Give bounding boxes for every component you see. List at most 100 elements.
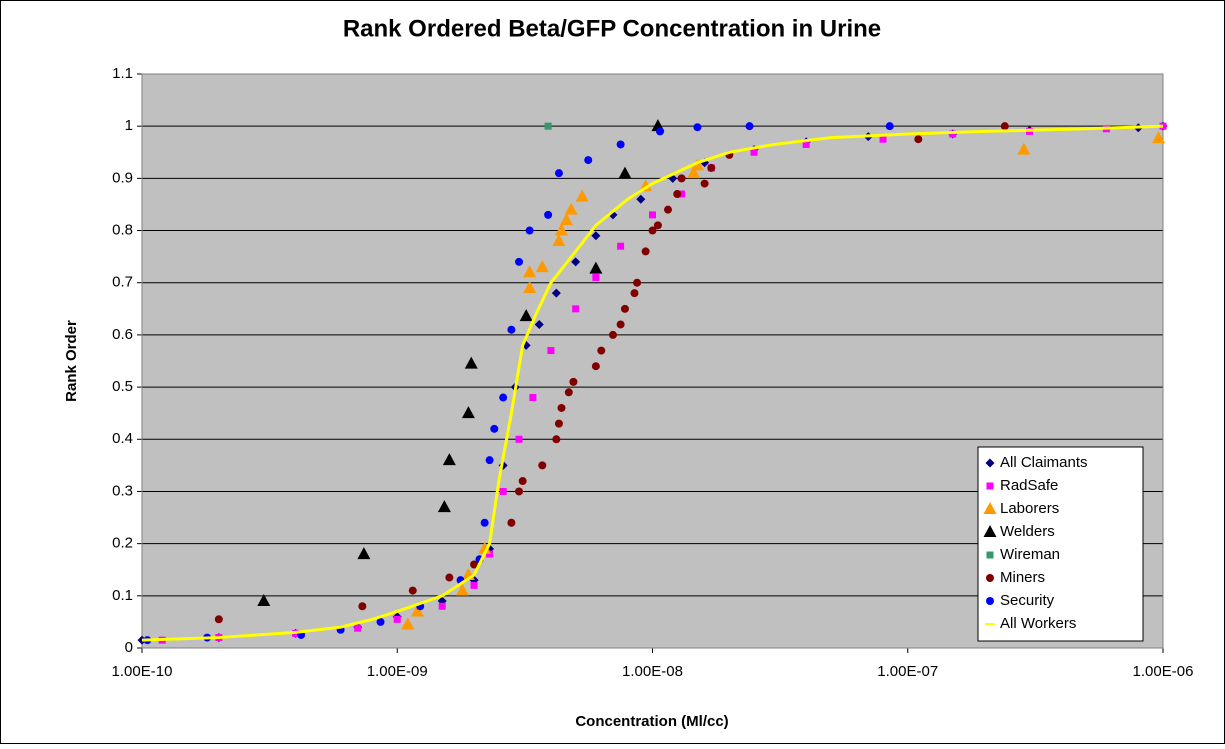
x-tick-label: 1.00E-07 <box>877 663 938 680</box>
point <box>470 581 478 589</box>
point <box>515 487 524 496</box>
point <box>616 140 625 149</box>
y-tick-label: 0.6 <box>112 326 133 343</box>
legend-marker <box>983 502 997 514</box>
point <box>547 347 555 355</box>
y-tick-label: 0 <box>125 639 133 656</box>
point <box>1017 142 1031 155</box>
point <box>648 226 657 235</box>
point <box>554 223 568 236</box>
point <box>653 221 662 230</box>
point <box>408 586 417 595</box>
point <box>486 550 494 558</box>
x-tick-label: 1.00E-06 <box>1133 663 1194 680</box>
point <box>410 604 424 617</box>
point <box>442 453 456 466</box>
series <box>257 119 665 607</box>
point <box>633 278 642 287</box>
point <box>554 419 563 428</box>
point <box>507 518 516 527</box>
point <box>499 487 507 495</box>
y-axis-label: Rank Order <box>63 320 80 402</box>
point <box>608 330 617 339</box>
legend-box <box>977 446 1144 642</box>
point <box>618 166 632 179</box>
point <box>700 179 709 188</box>
legend-label: Welders <box>1000 523 1055 540</box>
legend-label: Laborers <box>1000 500 1059 517</box>
point <box>677 174 686 183</box>
point <box>663 205 672 214</box>
legend-marker <box>986 597 994 605</box>
x-tick-label: 1.00E-10 <box>112 663 173 680</box>
chart-title: Rank Ordered Beta/GFP Concentration in U… <box>343 15 881 42</box>
point <box>358 602 367 611</box>
point <box>480 518 489 527</box>
point <box>641 247 650 256</box>
point <box>572 305 580 313</box>
point <box>575 189 589 202</box>
point <box>257 594 271 607</box>
point <box>534 319 544 329</box>
point <box>552 435 561 444</box>
legend-label: Wireman <box>1000 546 1060 563</box>
point <box>885 122 894 131</box>
point <box>750 148 758 156</box>
point <box>437 500 451 513</box>
point <box>802 140 810 148</box>
point <box>401 617 415 630</box>
x-axis-label: Concentration (Ml/cc) <box>575 713 728 730</box>
point <box>620 304 629 313</box>
point <box>949 130 957 138</box>
point <box>525 226 534 235</box>
legend-label: All Workers <box>1000 615 1076 632</box>
point <box>617 242 625 250</box>
series-line <box>141 124 1164 642</box>
point <box>507 325 516 334</box>
legend-marker <box>983 525 997 537</box>
point <box>354 624 362 632</box>
plot-border <box>141 73 1164 649</box>
y-tick-label: 1.1 <box>112 65 133 82</box>
point <box>535 260 549 273</box>
point <box>478 541 492 554</box>
point <box>445 573 454 582</box>
point <box>678 190 686 198</box>
point <box>529 394 537 402</box>
point <box>591 362 600 371</box>
point <box>649 211 656 219</box>
point <box>687 166 701 179</box>
point <box>551 288 561 298</box>
legend-label: All Claimants <box>1000 454 1088 471</box>
legend-marker <box>986 574 994 582</box>
y-tick-label: 1 <box>125 117 133 134</box>
series <box>141 124 1164 642</box>
legend-label: Security <box>1000 592 1055 609</box>
point <box>544 210 553 219</box>
legend-label: Miners <box>1000 569 1045 586</box>
point <box>518 477 527 486</box>
point <box>523 265 537 278</box>
point <box>499 393 508 402</box>
point <box>1000 122 1009 131</box>
point <box>591 231 601 241</box>
point <box>376 617 385 626</box>
point <box>438 602 446 610</box>
point <box>571 257 581 267</box>
point <box>597 346 606 355</box>
point <box>559 213 573 226</box>
point <box>455 583 469 596</box>
point <box>552 233 566 246</box>
y-tick-label: 0.9 <box>112 169 133 186</box>
point <box>523 280 537 293</box>
point <box>589 261 603 274</box>
x-tick-label: 1.00E-08 <box>622 663 683 680</box>
legend: All Claimants RadSafe Laborers Welders Wirem… <box>977 446 1144 642</box>
point <box>569 377 578 386</box>
y-tick-label: 0.5 <box>112 378 133 395</box>
point <box>636 194 646 204</box>
point <box>485 456 494 465</box>
point <box>544 122 552 130</box>
y-tick-label: 0.2 <box>112 535 133 552</box>
